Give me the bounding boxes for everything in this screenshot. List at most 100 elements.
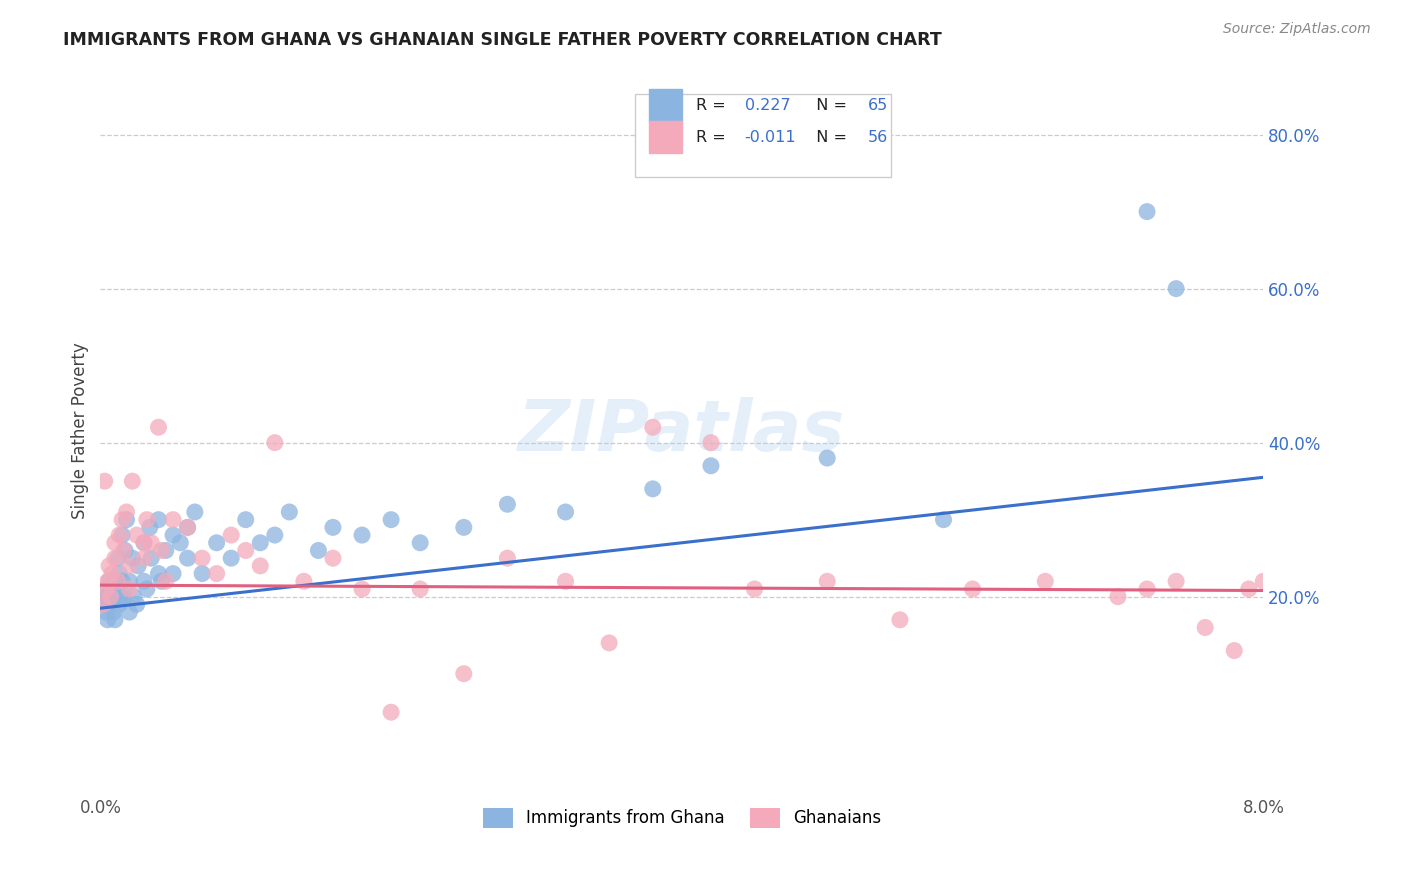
Point (121, 474, 143, 488)
Point (98, 598, 121, 612)
Point (962, 582, 984, 596)
Point (104, 574, 127, 589)
Text: -0.011: -0.011 (745, 129, 796, 145)
Point (380, 513, 402, 527)
Point (496, 497, 519, 511)
Text: R =: R = (696, 129, 731, 145)
Point (91, 598, 114, 612)
Point (278, 505, 301, 519)
Point (162, 528, 184, 542)
Point (107, 574, 129, 589)
Point (110, 590, 132, 604)
Point (150, 543, 173, 558)
Point (162, 513, 184, 527)
Point (104, 590, 127, 604)
Point (496, 551, 519, 566)
Point (219, 551, 242, 566)
Point (132, 551, 155, 566)
Point (104, 535, 127, 549)
Bar (636, 95, 891, 177)
Point (263, 435, 285, 450)
Point (98, 574, 121, 589)
Point (121, 551, 143, 566)
Point (91, 598, 114, 612)
Point (115, 505, 138, 519)
Bar (650, 89, 682, 121)
Point (815, 451, 838, 466)
Point (97, 590, 120, 604)
Point (104, 613, 127, 627)
Bar (650, 121, 682, 153)
Point (100, 590, 122, 604)
Text: Source: ZipAtlas.com: Source: ZipAtlas.com (1223, 22, 1371, 37)
Point (132, 535, 155, 549)
Point (1164, 574, 1187, 589)
Legend: Immigrants from Ghana, Ghanaians: Immigrants from Ghana, Ghanaians (477, 801, 887, 835)
Point (1253, 574, 1275, 589)
Point (98, 558, 121, 573)
Point (219, 528, 242, 542)
Point (122, 590, 145, 604)
Point (132, 574, 155, 589)
Point (150, 574, 173, 589)
Point (700, 458, 723, 473)
Point (322, 520, 344, 534)
Point (101, 582, 124, 596)
Y-axis label: Single Father Poverty: Single Father Poverty (72, 343, 89, 519)
Point (554, 505, 576, 519)
Point (322, 551, 344, 566)
Point (249, 558, 271, 573)
Point (111, 574, 134, 589)
Point (141, 535, 163, 549)
Point (1164, 282, 1187, 296)
Point (97, 574, 120, 589)
Point (350, 528, 373, 542)
Point (205, 566, 228, 581)
Point (141, 551, 163, 566)
Point (453, 666, 475, 681)
Point (125, 528, 148, 542)
Point (380, 705, 402, 719)
Point (127, 558, 149, 573)
Point (135, 513, 157, 527)
Point (125, 598, 148, 612)
Point (118, 582, 141, 596)
Point (350, 582, 373, 596)
Point (249, 535, 271, 549)
Point (96, 582, 118, 596)
Point (191, 566, 214, 581)
Point (93, 590, 115, 604)
Point (169, 535, 191, 549)
Point (409, 582, 432, 596)
Point (932, 513, 955, 527)
Point (1107, 590, 1129, 604)
Point (815, 574, 838, 589)
Text: 0.227: 0.227 (745, 98, 790, 113)
Point (111, 528, 134, 542)
Point (176, 520, 198, 534)
Point (235, 543, 257, 558)
Point (107, 551, 129, 566)
Point (176, 551, 198, 566)
Point (139, 520, 162, 534)
Point (307, 543, 329, 558)
Point (176, 520, 198, 534)
Point (118, 574, 141, 589)
Point (112, 590, 135, 604)
Point (1136, 204, 1159, 219)
Text: 65: 65 (868, 98, 889, 113)
Point (96, 582, 118, 596)
Point (598, 636, 620, 650)
Point (115, 513, 138, 527)
Point (235, 513, 257, 527)
Point (155, 543, 177, 558)
Point (1194, 620, 1216, 634)
Point (453, 520, 475, 534)
Point (112, 543, 135, 558)
Text: IMMIGRANTS FROM GHANA VS GHANAIAN SINGLE FATHER POVERTY CORRELATION CHART: IMMIGRANTS FROM GHANA VS GHANAIAN SINGLE… (63, 31, 942, 49)
Point (554, 574, 576, 589)
Text: N =: N = (806, 129, 852, 145)
Point (889, 613, 911, 627)
Point (263, 528, 285, 542)
Point (96, 605, 118, 619)
